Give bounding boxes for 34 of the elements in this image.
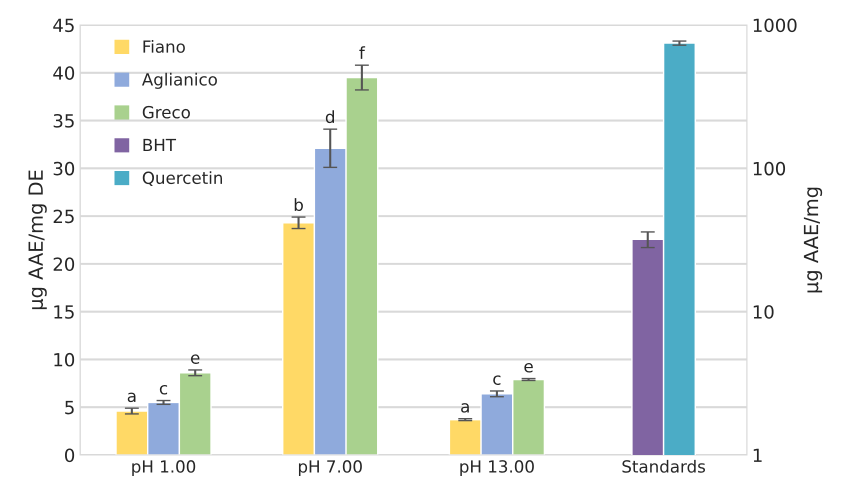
y-tick-label: 0: [65, 448, 74, 462]
legend-label: Aglianico: [142, 72, 217, 89]
y-tick-label: 35: [54, 114, 74, 128]
data-label: c: [493, 375, 500, 385]
y-tick-label: 15: [54, 305, 74, 319]
y-axis-title: µg AAE/mg DE: [28, 170, 47, 310]
y2-tick-label: 100: [754, 162, 786, 176]
x-tick-label: Standards: [622, 460, 706, 473]
data-label: f: [359, 46, 366, 59]
y2-axis-title: µg AAE/mg: [804, 188, 822, 292]
y2-tick-label: 1: [754, 448, 762, 462]
x-tick-label: pH 1.00: [132, 460, 196, 476]
y-tick-label: 40: [53, 66, 74, 80]
y-tick-label: 45: [53, 18, 74, 32]
data-label: e: [190, 354, 200, 364]
x-tick-label: pH 13.00: [460, 460, 534, 476]
data-label: d: [326, 110, 334, 124]
y2-tick-label: 1000: [754, 18, 797, 32]
y-tick-label: 5: [65, 400, 74, 414]
data-label: e: [524, 362, 533, 373]
y-tick-label: 20: [54, 257, 74, 272]
y-tick-label: 10: [54, 352, 74, 367]
legend-label: BHT: [143, 138, 176, 152]
legend-label: Greco: [142, 106, 190, 118]
y-tick-label: 25: [54, 210, 74, 224]
data-label: a: [128, 392, 136, 402]
data-label: b: [294, 198, 303, 212]
x-tick-label: pH 7.00: [298, 460, 362, 476]
legend-label: Fiano: [143, 40, 185, 53]
y-tick-label: 30: [54, 162, 74, 176]
data-label: a: [461, 403, 469, 413]
y2-tick-label: 10: [754, 305, 774, 319]
data-label: c: [160, 384, 168, 395]
legend-label: Quercetin: [142, 171, 222, 186]
